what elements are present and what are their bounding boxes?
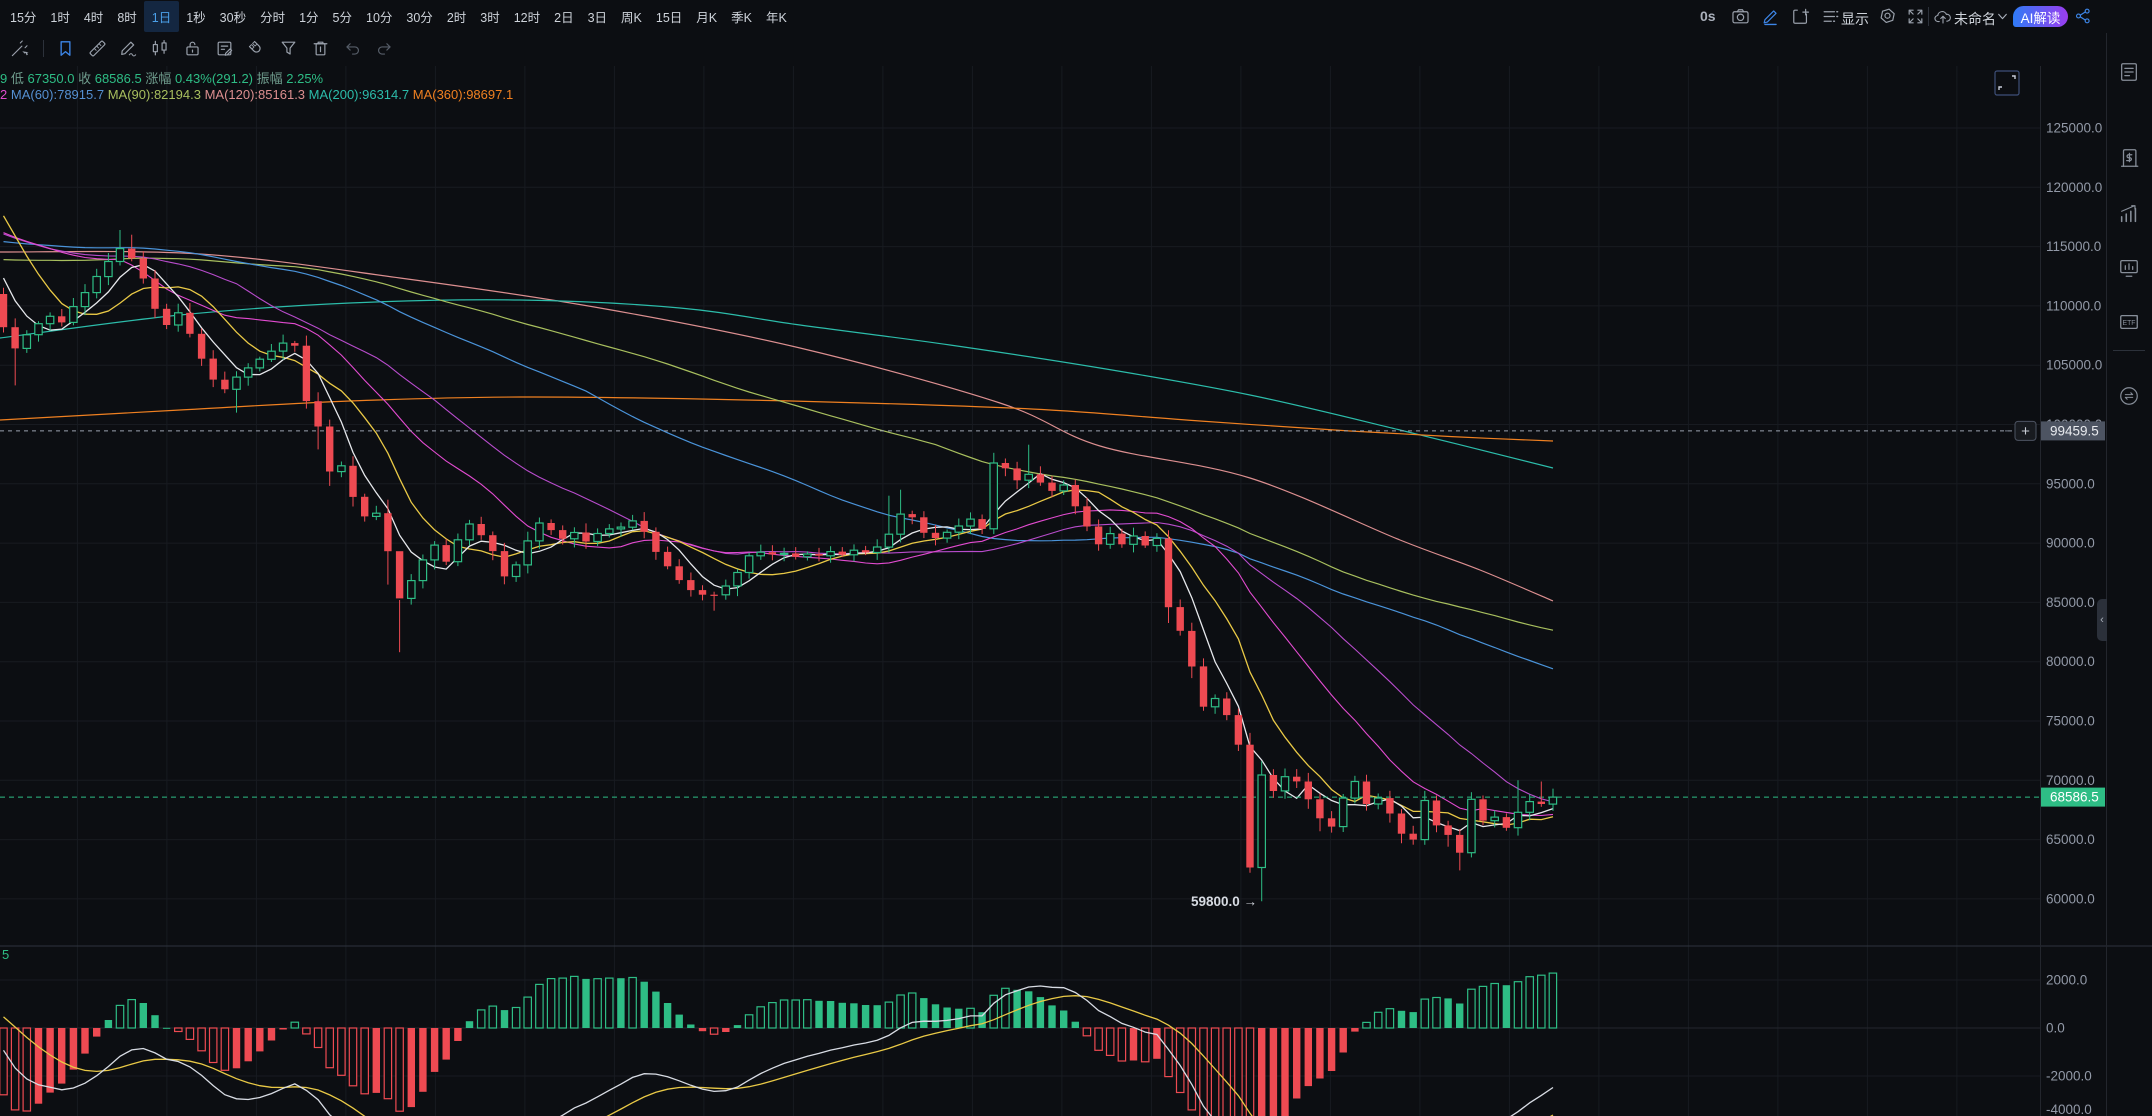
svg-text:95000.0: 95000.0 <box>2046 476 2095 491</box>
svg-text:68586.5: 68586.5 <box>2050 790 2099 805</box>
svg-text:125000.0: 125000.0 <box>2046 121 2102 136</box>
svg-text:65000.0: 65000.0 <box>2046 832 2095 847</box>
svg-text:ETF: ETF <box>2123 320 2136 327</box>
svg-text:85000.0: 85000.0 <box>2046 595 2095 610</box>
svg-text:99459.5: 99459.5 <box>2050 423 2099 438</box>
svg-text:60000.0: 60000.0 <box>2046 891 2095 906</box>
svg-text:70000.0: 70000.0 <box>2046 773 2095 788</box>
svg-text:-4000.0: -4000.0 <box>2046 1102 2092 1116</box>
svg-text:115000.0: 115000.0 <box>2046 239 2101 254</box>
svg-text:2000.0: 2000.0 <box>2046 973 2087 988</box>
svg-text:90000.0: 90000.0 <box>2046 536 2095 551</box>
svg-text:80000.0: 80000.0 <box>2046 654 2095 669</box>
svg-text:105000.0: 105000.0 <box>2046 358 2102 373</box>
svg-text:0.0: 0.0 <box>2046 1021 2065 1036</box>
svg-text:59800.0 →: 59800.0 → <box>1191 894 1257 909</box>
svg-text:75000.0: 75000.0 <box>2046 714 2095 729</box>
svg-text:120000.0: 120000.0 <box>2046 180 2102 195</box>
svg-text:+: + <box>2021 423 2030 440</box>
svg-text:110000.0: 110000.0 <box>2046 298 2101 313</box>
svg-text:-2000.0: -2000.0 <box>2046 1069 2092 1084</box>
svg-text:5: 5 <box>2 947 9 962</box>
